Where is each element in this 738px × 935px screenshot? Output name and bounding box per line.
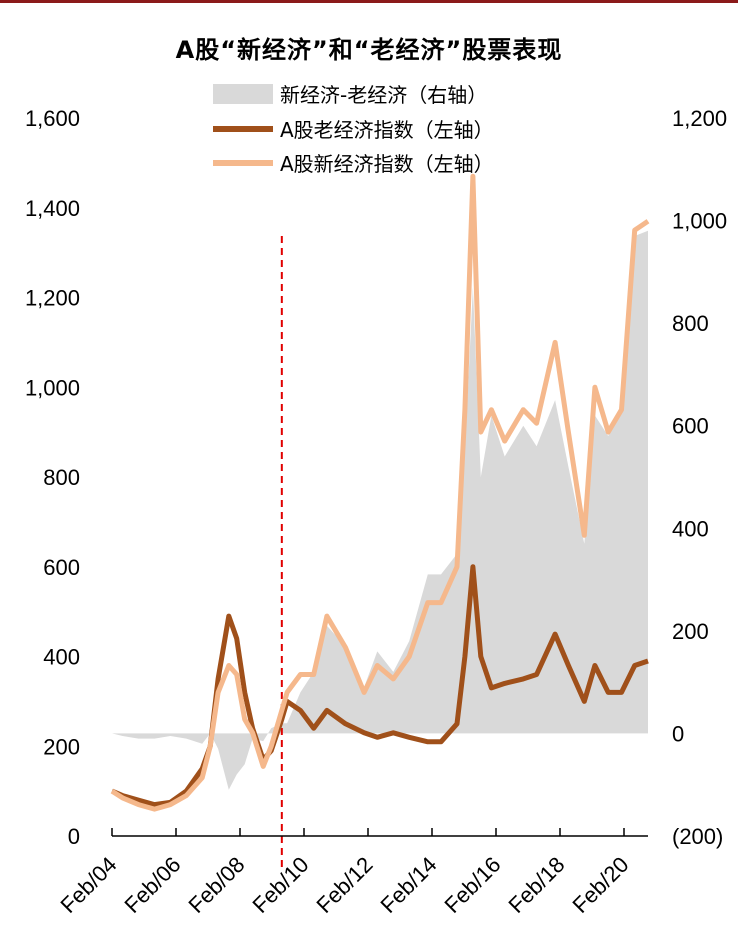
legend-label: A股老经济指数（左轴） (280, 118, 494, 142)
right-axis-tick-label: 0 (672, 721, 684, 746)
series-area-new-minus-old (112, 230, 648, 790)
legend-swatch-diff (213, 84, 273, 104)
x-tick-label: Feb/06 (119, 852, 185, 918)
x-tick-label: Feb/16 (439, 852, 505, 918)
top-accent-bar (0, 0, 738, 3)
right-axis-tick-label: 600 (672, 414, 709, 439)
left-axis-tick-label: 1,400 (25, 196, 80, 221)
right-axis-tick-label: 200 (672, 619, 709, 644)
left-axis-tick-label: 1,000 (25, 375, 80, 400)
x-tick-label: Feb/20 (567, 852, 633, 918)
right-axis-tick-label: 1,200 (672, 106, 727, 131)
left-axis-tick-label: 400 (43, 645, 80, 670)
x-tick-label: Feb/14 (375, 852, 441, 918)
right-axis-tick-label: 1,000 (672, 209, 727, 234)
right-axis-tick-label: 400 (672, 516, 709, 541)
x-tick-label: Feb/18 (503, 852, 569, 918)
right-axis-tick-label: (200) (672, 824, 723, 849)
x-tick-label: Feb/10 (247, 852, 313, 918)
left-axis-tick-label: 800 (43, 465, 80, 490)
left-axis-tick-label: 600 (43, 555, 80, 580)
x-tick-label: Feb/04 (55, 852, 121, 918)
right-axis-tick-label: 800 (672, 311, 709, 336)
left-axis-tick-label: 0 (68, 824, 80, 849)
legend-label: 新经济-老经济（右轴） (280, 83, 487, 107)
x-tick-label: Feb/08 (183, 852, 249, 918)
series-line-new-economy (110, 173, 650, 812)
legend-label: A股新经济指数（左轴） (280, 152, 494, 176)
x-tick-label: Feb/12 (311, 852, 377, 918)
left-axis-tick-label: 200 (43, 734, 80, 759)
left-axis-tick-label: 1,200 (25, 286, 80, 311)
chart-title: A股“新经济”和“老经济”股票表现 (175, 36, 563, 64)
left-axis-tick-label: 1,600 (25, 106, 80, 131)
